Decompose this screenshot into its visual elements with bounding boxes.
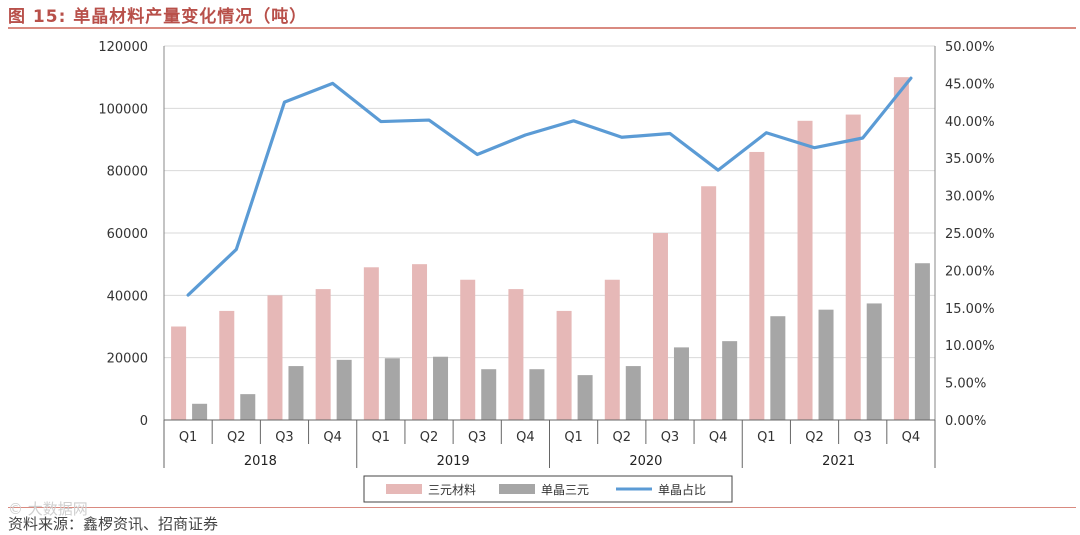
y-left-tick-label: 60000 bbox=[107, 227, 148, 242]
bar-ternary bbox=[219, 310, 235, 420]
x-group-label: 2019 bbox=[437, 454, 470, 469]
bar-single-crystal bbox=[384, 358, 400, 420]
bar-ternary bbox=[701, 186, 717, 420]
bar-ternary bbox=[363, 267, 379, 420]
bar-single-crystal bbox=[481, 369, 497, 420]
bar-single-crystal bbox=[433, 356, 449, 420]
y-left-tick-label: 40000 bbox=[107, 289, 148, 304]
y-left-tick-label: 80000 bbox=[107, 165, 148, 180]
bar-single-crystal bbox=[673, 347, 689, 420]
source-note: 资料来源：鑫椤资讯、招商证券 bbox=[8, 515, 219, 533]
legend-label: 单晶三元 bbox=[541, 483, 589, 497]
bar-ternary bbox=[652, 233, 668, 420]
bar-ternary bbox=[171, 326, 187, 420]
y-left-tick-label: 120000 bbox=[98, 40, 148, 55]
y-right-tick-label: 45.00% bbox=[945, 77, 995, 92]
bar-ternary bbox=[845, 114, 861, 421]
legend-label: 单晶占比 bbox=[658, 482, 706, 497]
y-left-tick-label: 0 bbox=[140, 414, 148, 429]
x-group-label: 2018 bbox=[244, 454, 277, 469]
x-group-label: 2020 bbox=[629, 454, 662, 469]
x-tick-label: Q4 bbox=[323, 430, 342, 445]
bar-ternary bbox=[315, 289, 331, 420]
bar-ternary bbox=[508, 289, 524, 420]
y-right-tick-label: 30.00% bbox=[945, 190, 995, 205]
bar-ternary bbox=[556, 310, 572, 420]
x-tick-label: Q2 bbox=[613, 430, 632, 445]
bar-ternary bbox=[267, 295, 283, 420]
x-tick-label: Q2 bbox=[805, 430, 824, 445]
tick-labels: 0 20000 40000 60000 80000 100000 120000 0.00% 5.… bbox=[98, 40, 994, 469]
y-right-tick-label: 25.00% bbox=[945, 227, 995, 242]
legend-swatch bbox=[386, 484, 422, 494]
bar-single-crystal bbox=[577, 375, 593, 420]
x-tick-label: Q3 bbox=[661, 430, 680, 445]
y-right-tick-label: 15.00% bbox=[945, 302, 995, 317]
bar-single-crystal bbox=[625, 366, 641, 420]
y-right-tick-label: 20.00% bbox=[945, 264, 995, 279]
bar-single-crystal bbox=[240, 394, 256, 420]
bar-ternary bbox=[893, 77, 909, 421]
legend: 三元材料 单晶三元 单晶占比 bbox=[363, 475, 733, 503]
bar-ternary bbox=[604, 279, 620, 420]
title-rule bbox=[8, 27, 1076, 29]
bar-single-crystal bbox=[722, 341, 738, 420]
x-tick-label: Q1 bbox=[179, 430, 198, 445]
axes bbox=[163, 46, 936, 468]
bar-single-crystal bbox=[866, 303, 882, 420]
bar-series bbox=[171, 77, 930, 421]
x-tick-label: Q4 bbox=[516, 430, 535, 445]
x-tick-label: Q2 bbox=[420, 430, 439, 445]
bar-single-crystal bbox=[770, 316, 786, 420]
legend-swatch bbox=[499, 484, 535, 494]
figure-title: 图 15: 单晶材料产量变化情况（吨） bbox=[8, 7, 308, 27]
y-right-tick-label: 5.00% bbox=[945, 377, 986, 392]
y-right-tick-label: 40.00% bbox=[945, 115, 995, 130]
legend-box bbox=[363, 475, 733, 503]
y-left-tick-label: 100000 bbox=[98, 102, 148, 117]
x-tick-label: Q2 bbox=[227, 430, 246, 445]
y-right-tick-label: 0.00% bbox=[945, 414, 986, 429]
legend-label: 三元材料 bbox=[428, 483, 476, 497]
bar-ternary bbox=[749, 151, 765, 420]
x-tick-label: Q4 bbox=[709, 430, 728, 445]
x-tick-label: Q1 bbox=[372, 430, 391, 445]
source-rule bbox=[8, 507, 1076, 508]
x-group-label: 2021 bbox=[822, 454, 855, 469]
x-tick-label: Q1 bbox=[564, 430, 583, 445]
x-tick-label: Q4 bbox=[902, 430, 921, 445]
bar-ternary bbox=[412, 264, 428, 420]
x-tick-label: Q1 bbox=[757, 430, 776, 445]
y-right-tick-label: 50.00% bbox=[945, 40, 995, 55]
y-right-tick-label: 10.00% bbox=[945, 339, 995, 354]
bar-ternary bbox=[797, 120, 813, 421]
x-tick-label: Q3 bbox=[468, 430, 487, 445]
y-left-tick-label: 20000 bbox=[107, 352, 148, 367]
line-single-crystal-share bbox=[186, 76, 913, 297]
bar-single-crystal bbox=[192, 403, 208, 420]
bar-single-crystal bbox=[336, 359, 352, 420]
x-tick-label: Q3 bbox=[853, 430, 872, 445]
bar-ternary bbox=[460, 279, 476, 420]
gridlines bbox=[164, 45, 935, 359]
line-series bbox=[186, 76, 913, 297]
bar-single-crystal bbox=[818, 309, 834, 420]
bar-single-crystal bbox=[914, 263, 930, 420]
watermark: © 大数据网 bbox=[8, 500, 88, 518]
bar-single-crystal bbox=[288, 366, 304, 420]
y-right-tick-label: 35.00% bbox=[945, 152, 995, 167]
x-tick-label: Q3 bbox=[275, 430, 294, 445]
bar-single-crystal bbox=[529, 369, 545, 420]
